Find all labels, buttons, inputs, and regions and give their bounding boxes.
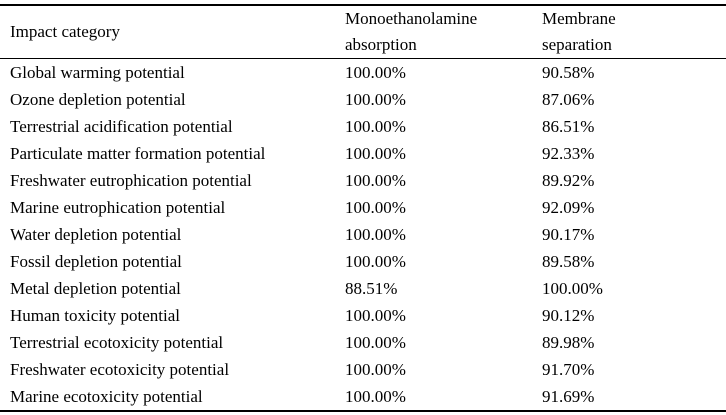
column-header-membrane-separation: Membrane separation <box>542 5 726 59</box>
impact-comparison-table: Impact category Monoethanolamine absorpt… <box>0 4 726 412</box>
column-header-mea-line2: absorption <box>345 35 417 54</box>
impact-category-cell: Marine eutrophication potential <box>10 198 226 217</box>
table-row: Metal depletion potential 88.51% 100.00% <box>0 275 726 302</box>
membrane-value-cell: 91.69% <box>542 387 595 406</box>
column-header-membrane-line1: Membrane <box>542 9 616 28</box>
impact-category-cell: Terrestrial ecotoxicity potential <box>10 333 224 352</box>
table-row: Ozone depletion potential 100.00% 87.06% <box>0 86 726 113</box>
impact-category-cell: Metal depletion potential <box>10 279 181 298</box>
table-row: Freshwater eutrophication potential 100.… <box>0 167 726 194</box>
mea-value-cell: 100.00% <box>345 387 406 406</box>
table-row: Terrestrial acidification potential 100.… <box>0 113 726 140</box>
column-header-impact-category: Impact category <box>0 5 345 59</box>
header-row: Impact category Monoethanolamine absorpt… <box>0 5 726 59</box>
mea-value-cell: 100.00% <box>345 90 406 109</box>
impact-category-cell: Global warming potential <box>10 63 185 82</box>
membrane-value-cell: 89.58% <box>542 252 595 271</box>
mea-value-cell: 100.00% <box>345 333 406 352</box>
table-row: Marine ecotoxicity potential 100.00% 91.… <box>0 383 726 411</box>
table-row: Terrestrial ecotoxicity potential 100.00… <box>0 329 726 356</box>
mea-value-cell: 100.00% <box>345 225 406 244</box>
impact-category-cell: Water depletion potential <box>10 225 182 244</box>
table-row: Particulate matter formation potential 1… <box>0 140 726 167</box>
mea-value-cell: 100.00% <box>345 360 406 379</box>
table-row: Marine eutrophication potential 100.00% … <box>0 194 726 221</box>
membrane-value-cell: 90.12% <box>542 306 595 325</box>
impact-category-cell: Marine ecotoxicity potential <box>10 387 203 406</box>
table-row: Freshwater ecotoxicity potential 100.00%… <box>0 356 726 383</box>
mea-value-cell: 100.00% <box>345 63 406 82</box>
mea-value-cell: 100.00% <box>345 171 406 190</box>
impact-category-cell: Freshwater ecotoxicity potential <box>10 360 230 379</box>
table-row: Water depletion potential 100.00% 90.17% <box>0 221 726 248</box>
impact-category-cell: Particulate matter formation potential <box>10 144 266 163</box>
column-header-impact-category-label: Impact category <box>10 22 120 41</box>
mea-value-cell: 88.51% <box>345 279 398 298</box>
impact-category-cell: Human toxicity potential <box>10 306 180 325</box>
table-row: Global warming potential 100.00% 90.58% <box>0 59 726 87</box>
membrane-value-cell: 91.70% <box>542 360 595 379</box>
membrane-value-cell: 92.09% <box>542 198 595 217</box>
table-row: Fossil depletion potential 100.00% 89.58… <box>0 248 726 275</box>
mea-value-cell: 100.00% <box>345 252 406 271</box>
membrane-value-cell: 90.17% <box>542 225 595 244</box>
impact-category-cell: Fossil depletion potential <box>10 252 182 271</box>
table-body: Global warming potential 100.00% 90.58% … <box>0 59 726 412</box>
column-header-mea-absorption: Monoethanolamine absorption <box>345 5 542 59</box>
column-header-membrane-line2: separation <box>542 35 612 54</box>
membrane-value-cell: 92.33% <box>542 144 595 163</box>
membrane-value-cell: 100.00% <box>542 279 603 298</box>
membrane-value-cell: 86.51% <box>542 117 595 136</box>
impact-category-cell: Freshwater eutrophication potential <box>10 171 252 190</box>
table-row: Human toxicity potential 100.00% 90.12% <box>0 302 726 329</box>
impact-category-cell: Terrestrial acidification potential <box>10 117 233 136</box>
mea-value-cell: 100.00% <box>345 198 406 217</box>
table-header: Impact category Monoethanolamine absorpt… <box>0 5 726 59</box>
mea-value-cell: 100.00% <box>345 117 406 136</box>
impact-category-cell: Ozone depletion potential <box>10 90 186 109</box>
column-header-mea-line1: Monoethanolamine <box>345 9 478 28</box>
membrane-value-cell: 90.58% <box>542 63 595 82</box>
mea-value-cell: 100.00% <box>345 306 406 325</box>
membrane-value-cell: 89.98% <box>542 333 595 352</box>
mea-value-cell: 100.00% <box>345 144 406 163</box>
membrane-value-cell: 87.06% <box>542 90 595 109</box>
membrane-value-cell: 89.92% <box>542 171 595 190</box>
